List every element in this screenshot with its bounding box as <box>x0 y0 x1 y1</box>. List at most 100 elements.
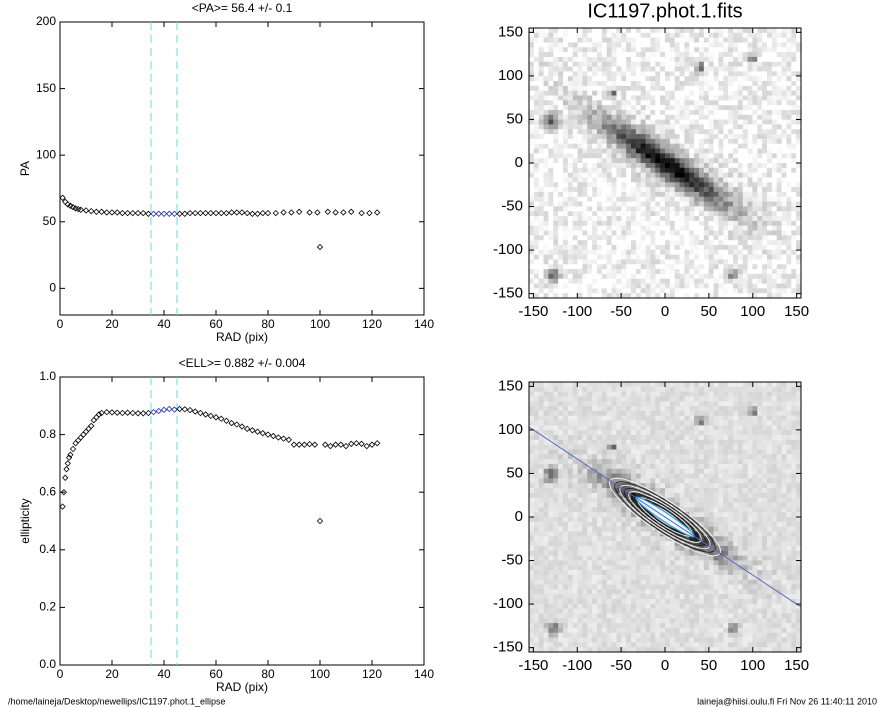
pixel <box>592 382 598 388</box>
pixel <box>567 459 574 465</box>
pixel <box>601 288 608 294</box>
pixel <box>597 288 603 294</box>
pixel <box>752 235 758 241</box>
data-point <box>181 406 188 413</box>
pixel <box>631 415 637 422</box>
pixel <box>587 32 593 39</box>
pixel <box>640 468 647 475</box>
pixel <box>626 249 632 256</box>
pixel <box>762 52 768 58</box>
pixel <box>650 288 656 294</box>
pixel <box>601 269 608 275</box>
pixel <box>611 28 617 34</box>
pixel <box>597 85 603 92</box>
pixel <box>567 627 574 634</box>
pixel <box>752 32 758 39</box>
pixel <box>674 278 681 285</box>
pixel <box>665 449 671 455</box>
pixel <box>533 623 540 629</box>
data-point <box>140 410 147 417</box>
pixel <box>747 244 753 251</box>
data-point <box>88 422 95 430</box>
pixel <box>601 259 608 265</box>
pixel <box>771 28 778 34</box>
pixel <box>665 153 671 159</box>
pixel <box>650 449 656 455</box>
pixel <box>592 206 598 212</box>
pixel <box>606 293 613 298</box>
pixel <box>791 249 797 256</box>
pixel <box>645 637 651 643</box>
pixel <box>752 240 758 246</box>
pixel <box>558 613 564 619</box>
pixel <box>640 637 647 643</box>
pixel <box>563 574 569 581</box>
pixel <box>660 109 666 116</box>
pixel <box>548 109 554 116</box>
pixel <box>640 283 647 289</box>
pixel <box>611 435 617 441</box>
pixel <box>737 129 744 135</box>
pixel <box>631 259 637 265</box>
pixel <box>655 114 661 121</box>
pixel <box>558 594 564 600</box>
pixel <box>543 410 549 417</box>
pixel <box>699 47 705 53</box>
pixel <box>548 632 554 639</box>
pixel <box>665 90 671 96</box>
pixel <box>771 95 778 101</box>
pixel <box>553 497 559 504</box>
pixel <box>786 153 792 159</box>
pixel <box>650 244 656 251</box>
pixel <box>601 124 608 130</box>
pixel <box>538 594 545 600</box>
pixel <box>626 594 632 600</box>
pixel <box>767 76 773 82</box>
pixel <box>742 81 749 87</box>
pixel <box>577 512 583 518</box>
pixel <box>718 220 724 227</box>
pixel <box>577 28 583 34</box>
pixel <box>674 129 681 135</box>
data-point <box>59 503 66 510</box>
pixel <box>747 177 753 183</box>
pixel <box>592 259 598 265</box>
pixel <box>601 153 608 159</box>
pixel <box>572 42 579 48</box>
pixel <box>713 95 719 101</box>
pixel <box>703 216 710 222</box>
pixel <box>582 187 588 193</box>
pixel <box>635 293 642 298</box>
pixel <box>781 85 787 92</box>
pixel <box>631 565 637 571</box>
pixel <box>708 158 715 164</box>
pixel <box>723 56 729 63</box>
pixel <box>776 148 783 154</box>
pixel <box>597 435 603 441</box>
pixel <box>543 235 549 241</box>
pixel <box>679 259 685 265</box>
pixel <box>563 386 569 393</box>
pixel <box>597 488 603 494</box>
pixel <box>679 158 685 164</box>
pixel <box>543 492 549 499</box>
pixel <box>708 220 715 227</box>
pixel <box>660 249 666 256</box>
pixel <box>601 42 608 48</box>
pixel <box>533 531 540 537</box>
pixel <box>665 143 671 150</box>
pixel <box>572 278 579 285</box>
pixel <box>597 623 603 629</box>
pixel <box>776 47 783 53</box>
pixel <box>553 249 559 256</box>
pixel <box>631 138 637 145</box>
pixel <box>791 187 797 193</box>
pixel <box>626 278 632 285</box>
pixel <box>538 410 545 417</box>
pixel <box>752 211 758 217</box>
pixel <box>640 478 647 484</box>
pixel <box>533 177 540 183</box>
pixel <box>592 579 598 585</box>
pixel <box>606 598 613 605</box>
pixel <box>660 642 666 648</box>
